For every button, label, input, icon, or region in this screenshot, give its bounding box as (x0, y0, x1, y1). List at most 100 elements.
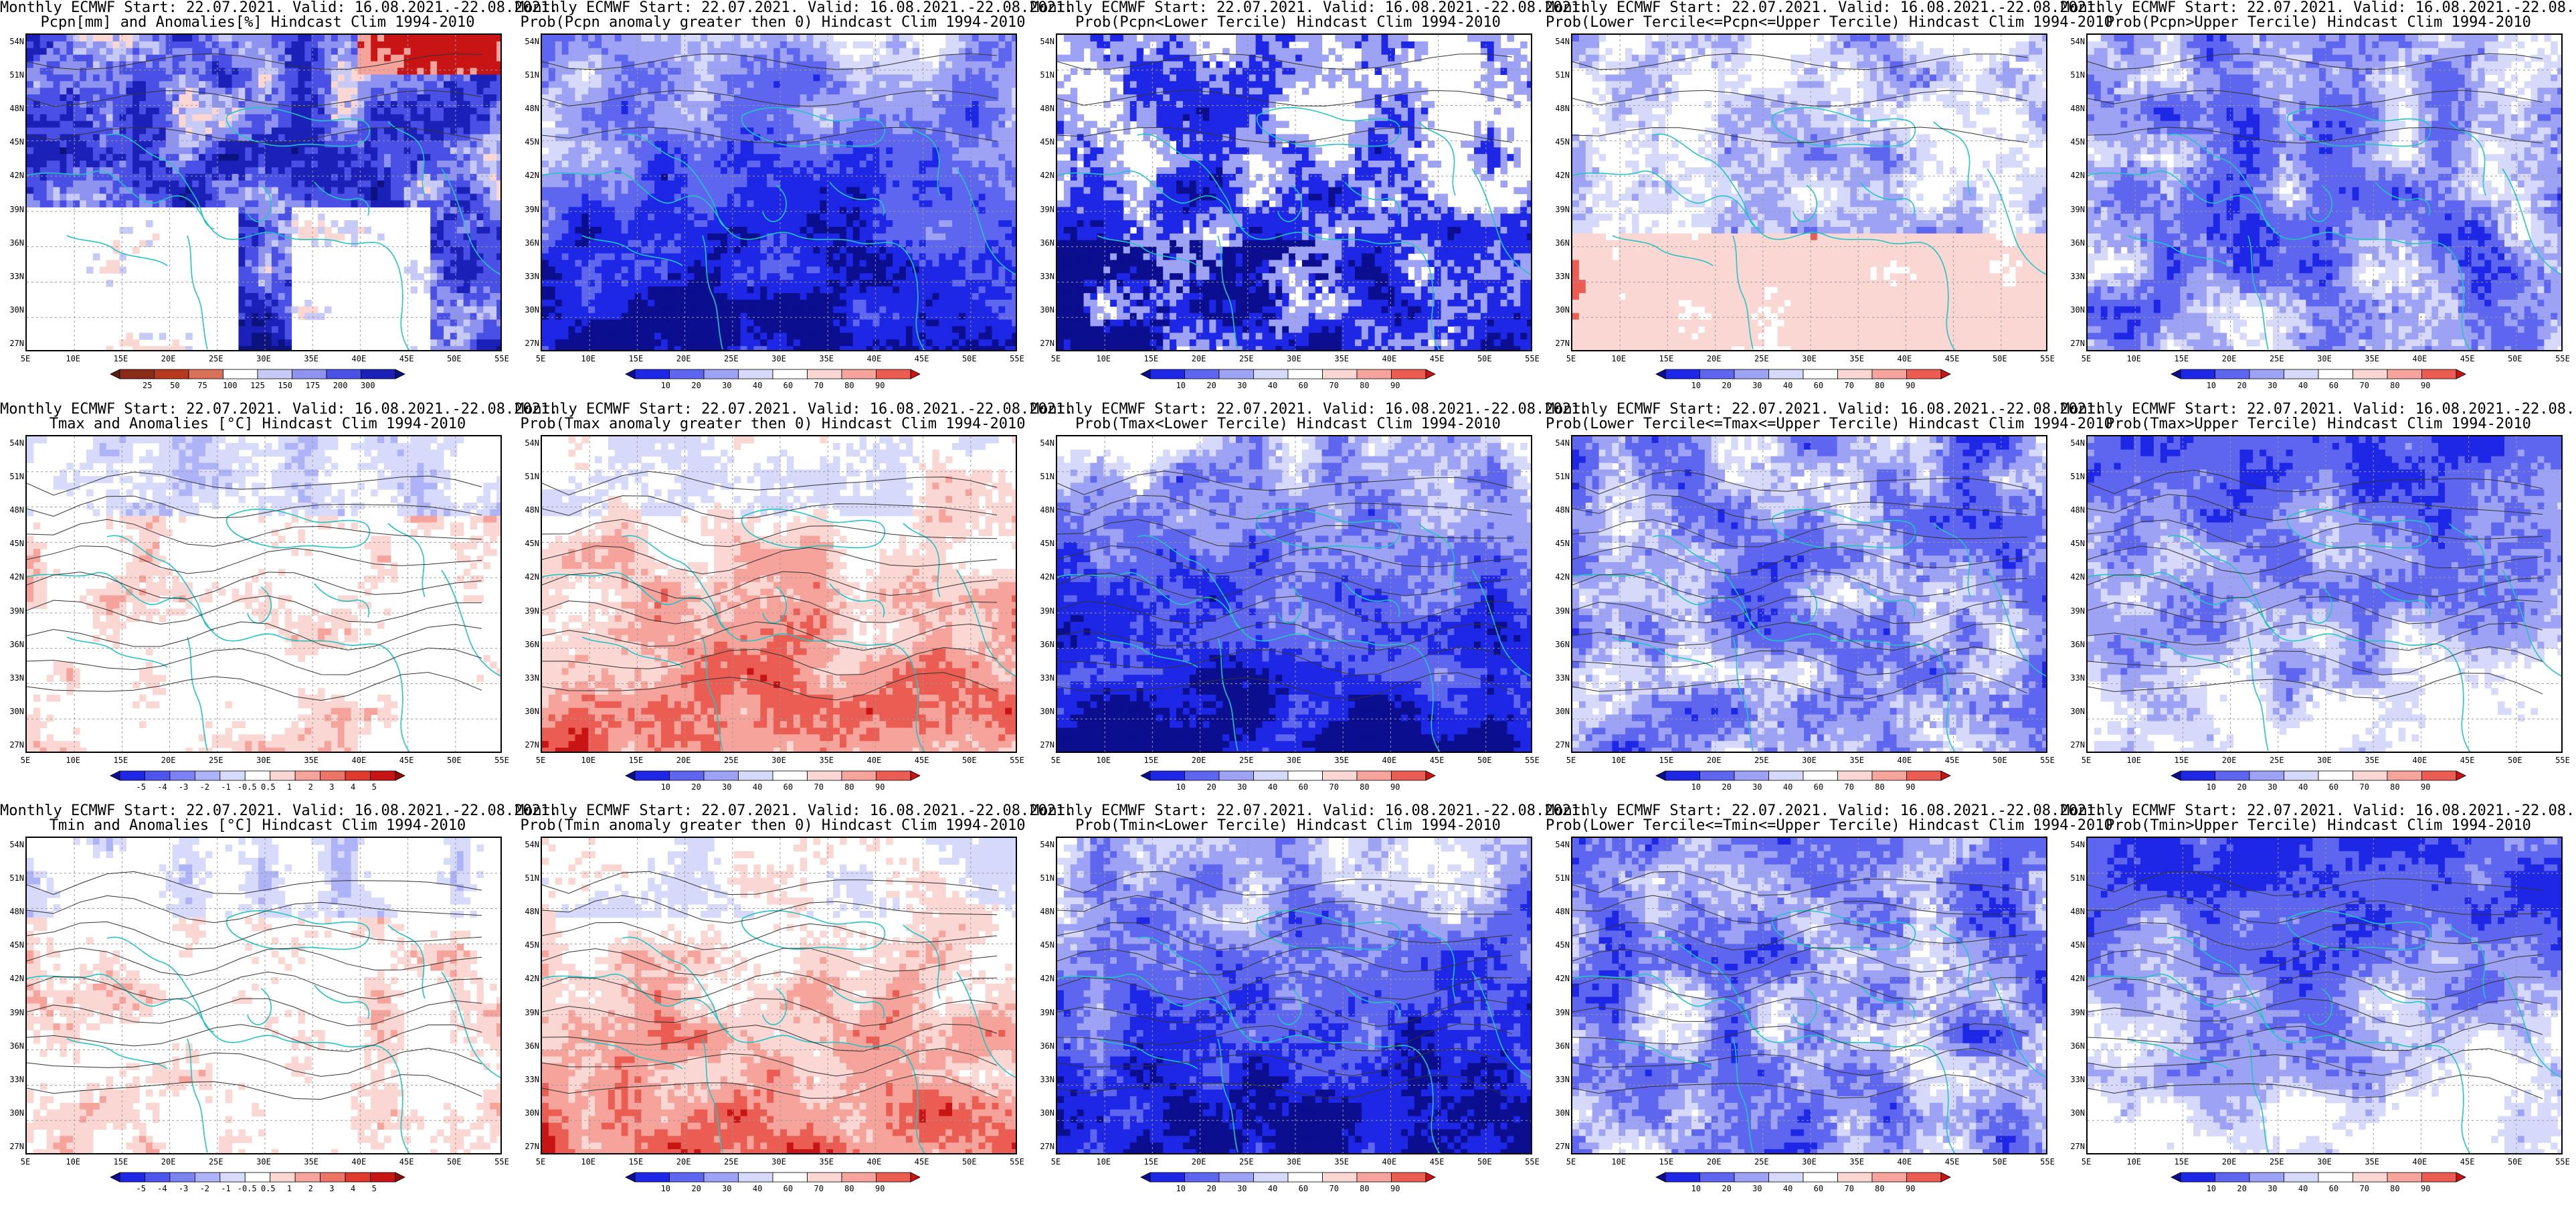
lat-tick-label: 42N (1548, 171, 1570, 180)
lat-tick-label: 54N (518, 840, 539, 849)
colorbar-segment (1941, 771, 1950, 780)
lon-tick-label: 25E (2270, 1157, 2284, 1167)
lon-tick-label: 5E (2082, 756, 2091, 765)
lon-tick-label: 25E (1754, 756, 1769, 765)
lat-tick-label: 45N (518, 137, 539, 147)
lon-tick-label: 45E (399, 756, 414, 765)
lon-tick-label: 15E (629, 354, 644, 363)
lat-tick-label: 39N (1033, 1008, 1054, 1017)
colorbar-segment (1700, 369, 1735, 379)
lon-tick-label: 10E (581, 756, 595, 765)
colorbar-segment (223, 369, 258, 379)
colorbar-segment (2422, 771, 2457, 780)
lat-tick-label: 30N (2063, 707, 2085, 716)
colorbar-segment (2171, 1173, 2181, 1182)
lat-tick-label: 45N (518, 539, 539, 548)
colorbar-segment (395, 771, 405, 780)
lon-tick-label: 50E (447, 354, 462, 363)
lat-tick-label: 39N (2063, 1008, 2085, 1017)
colorbar-segment (395, 369, 405, 379)
map-panel-tmax-middle: Monthly ECMWF Start: 22.07.2021. Valid: … (1546, 402, 2061, 803)
colorbar-tick-label: 20 (1722, 1184, 1731, 1193)
lon-tick-label: 45E (399, 1157, 414, 1167)
lat-tick-label: 48N (2063, 907, 2085, 916)
lon-tick-label: 55E (2555, 756, 2570, 765)
colorbar-segment (1392, 771, 1427, 780)
map-panel-tmax-prob-gt0: Monthly ECMWF Start: 22.07.2021. Valid: … (515, 402, 1030, 803)
lon-tick-label: 20E (2222, 756, 2237, 765)
colorbar-segment (1254, 369, 1289, 379)
colorbar-tick-label: 20 (1722, 782, 1731, 792)
lat-tick-label: 48N (1033, 907, 1054, 916)
lat-tick-label: 33N (1548, 1075, 1570, 1084)
lat-tick-label: 51N (3, 70, 24, 80)
colorbar-tick-label: 20 (691, 381, 701, 390)
colorbar-segment (2249, 771, 2284, 780)
colorbar-segment (120, 369, 155, 379)
colorbar-segment (361, 369, 396, 379)
lon-tick-label: 30E (1802, 756, 1817, 765)
colorbar-tick-label: 70 (1329, 381, 1338, 390)
lat-tick-label: 48N (2063, 104, 2085, 113)
lon-tick-label: 20E (161, 756, 176, 765)
lat-tick-label: 54N (2063, 840, 2085, 849)
lon-tick-label: 10E (66, 1157, 80, 1167)
lon-tick-label: 50E (1993, 354, 2007, 363)
map-field (27, 35, 502, 351)
colorbar-segment (1665, 369, 1700, 379)
colorbar-tick-label: 80 (1875, 1184, 1884, 1193)
colorbar-tick-label: 10 (1691, 1184, 1701, 1193)
lon-tick-label: 30E (771, 756, 786, 765)
panel-title-variable: Prob(Pcpn<Lower Tercile) Hindcast Clim 1… (1030, 15, 1546, 31)
lat-tick-label: 45N (1548, 940, 1570, 950)
colorbar-tick-label: 20 (2237, 381, 2246, 390)
colorbar-segment (773, 1173, 808, 1182)
colorbar-segment (2171, 369, 2181, 379)
colorbar-segment (2215, 1173, 2250, 1182)
lon-tick-label: 30E (771, 1157, 786, 1167)
colorbar-tick-label: 30 (1237, 782, 1247, 792)
lon-tick-label: 5E (21, 354, 30, 363)
lon-tick-label: 30E (771, 354, 786, 363)
colorbar-segment (195, 1173, 219, 1182)
lon-tick-label: 50E (447, 756, 462, 765)
lon-tick-label: 30E (2317, 756, 2332, 765)
lon-tick-label: 25E (209, 756, 223, 765)
map-frame (1571, 33, 2047, 351)
coastline (187, 236, 207, 349)
lon-tick-label: 50E (1477, 354, 1492, 363)
colorbar-segment (842, 771, 877, 780)
colorbar-tick-label: 4 (351, 1184, 355, 1193)
lat-tick-label: 45N (2063, 137, 2085, 147)
colorbar-segment (345, 771, 370, 780)
colorbar-tick-label: 90 (1390, 381, 1400, 390)
lon-tick-label: 45E (1945, 756, 1960, 765)
lat-tick-label: 27N (1033, 339, 1054, 348)
lat-tick-label: 54N (3, 37, 24, 46)
colorbar-tick-label: 70 (2359, 381, 2369, 390)
lat-tick-label: 33N (1033, 1075, 1054, 1084)
colorbar-segment (2284, 771, 2319, 780)
lon-tick-label: 30E (2317, 1157, 2332, 1167)
colorbar-segment (2284, 369, 2319, 379)
map-field (1057, 838, 1532, 1154)
colorbar-segment (110, 771, 120, 780)
map-panel-tmin-anom: Monthly ECMWF Start: 22.07.2021. Valid: … (0, 803, 515, 1205)
lat-tick-label: 54N (1033, 37, 1054, 46)
map-frame (2086, 435, 2563, 753)
lat-tick-label: 45N (2063, 539, 2085, 548)
lat-tick-label: 27N (1548, 339, 1570, 348)
lon-tick-label: 35E (1849, 354, 1864, 363)
map-field (1057, 436, 1532, 753)
colorbar-tick-label: 40 (753, 1184, 762, 1193)
colorbar-tick-label: 20 (691, 1184, 701, 1193)
lon-tick-label: 50E (2508, 354, 2522, 363)
colorbar-segment (195, 771, 219, 780)
lat-tick-label: 42N (3, 974, 24, 983)
map-frame (25, 837, 502, 1154)
colorbar-tick-label: 80 (1360, 1184, 1369, 1193)
map-field (542, 35, 1017, 351)
lat-tick-label: 54N (3, 438, 24, 448)
